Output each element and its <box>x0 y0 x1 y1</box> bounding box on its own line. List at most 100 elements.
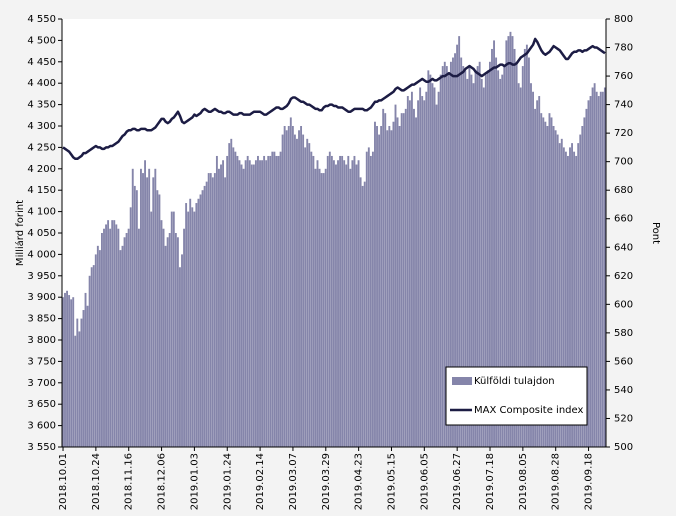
bar <box>482 87 485 447</box>
bar <box>599 91 602 447</box>
bar <box>267 155 270 447</box>
bar <box>501 74 504 447</box>
y-tick-label: 3 850 <box>27 314 56 325</box>
bar <box>363 181 366 447</box>
bar <box>439 74 442 447</box>
line <box>62 37 606 161</box>
bar <box>587 100 590 447</box>
bar <box>187 211 190 447</box>
bar <box>220 164 222 447</box>
bar <box>179 267 181 447</box>
bar <box>470 74 473 447</box>
bar <box>601 91 604 447</box>
bar <box>293 134 296 447</box>
bar <box>170 211 173 447</box>
bar <box>289 117 292 447</box>
bar <box>121 245 124 447</box>
bar <box>507 36 510 448</box>
bar <box>211 177 214 448</box>
bar <box>281 134 284 447</box>
bar <box>142 173 144 447</box>
legend-label: Külföldi tulajdon <box>474 376 555 387</box>
bar <box>263 155 266 447</box>
bar <box>517 83 520 447</box>
bar <box>244 160 247 448</box>
bar <box>261 160 264 448</box>
y2-tick-label: 740 <box>614 100 633 111</box>
x-tick-label: 2018.12.06 <box>157 453 168 510</box>
bar <box>449 61 452 448</box>
bar <box>491 48 493 448</box>
bar <box>316 160 319 448</box>
bar <box>269 155 272 447</box>
bar <box>425 91 428 447</box>
x-tick-label: 2018.10.24 <box>91 453 102 510</box>
bar <box>197 198 200 447</box>
y-tick-label: 4 250 <box>27 142 56 153</box>
bar <box>472 83 475 447</box>
bar <box>86 305 89 447</box>
bar <box>359 177 362 448</box>
bar <box>191 207 194 447</box>
bar <box>353 155 356 447</box>
bar <box>380 126 383 447</box>
bar <box>589 96 592 447</box>
bar <box>456 44 459 448</box>
bar <box>361 185 364 448</box>
bar <box>166 237 169 447</box>
bar <box>322 173 325 447</box>
y2-axis-label: Pont <box>650 222 661 244</box>
bar <box>287 126 290 447</box>
bar <box>291 126 294 447</box>
bar <box>310 151 313 447</box>
bar <box>76 318 79 447</box>
x-tick-label: 2019.07.18 <box>485 453 496 510</box>
bar <box>367 147 370 447</box>
bar <box>193 211 196 447</box>
bar <box>433 87 436 447</box>
bar <box>603 87 606 447</box>
bar <box>394 104 397 447</box>
bar <box>427 70 430 448</box>
y-tick-label: 4 150 <box>27 185 56 196</box>
bar <box>579 134 582 447</box>
bar <box>527 57 530 448</box>
bar <box>581 126 584 447</box>
y2-tick-label: 560 <box>614 356 633 367</box>
bar <box>222 160 225 448</box>
bar <box>417 100 420 447</box>
y2-tick-label: 780 <box>614 43 633 54</box>
bar <box>566 155 569 447</box>
y-tick-label: 3 700 <box>27 378 56 389</box>
bar <box>538 96 541 447</box>
bar <box>392 121 395 447</box>
bar <box>94 254 97 447</box>
bar <box>556 134 559 447</box>
bar <box>148 168 151 448</box>
bar <box>437 91 440 447</box>
bar <box>564 151 567 447</box>
bar <box>101 233 103 447</box>
bar <box>497 70 500 448</box>
bar <box>96 245 99 447</box>
bar <box>365 151 368 447</box>
bar <box>205 181 208 447</box>
bar <box>162 228 165 447</box>
bar <box>337 160 339 448</box>
bar <box>341 155 344 447</box>
bar <box>357 160 360 448</box>
bar <box>515 61 518 448</box>
bar <box>152 177 155 448</box>
x-tick-label: 2019.01.24 <box>222 453 233 510</box>
bar <box>583 117 586 447</box>
bar <box>248 160 251 448</box>
bar <box>298 130 300 447</box>
bar <box>478 61 481 448</box>
bar <box>452 57 454 448</box>
bar <box>232 147 235 447</box>
bar <box>117 228 120 447</box>
bar <box>230 138 233 447</box>
bar <box>499 78 502 448</box>
bar <box>308 143 311 447</box>
